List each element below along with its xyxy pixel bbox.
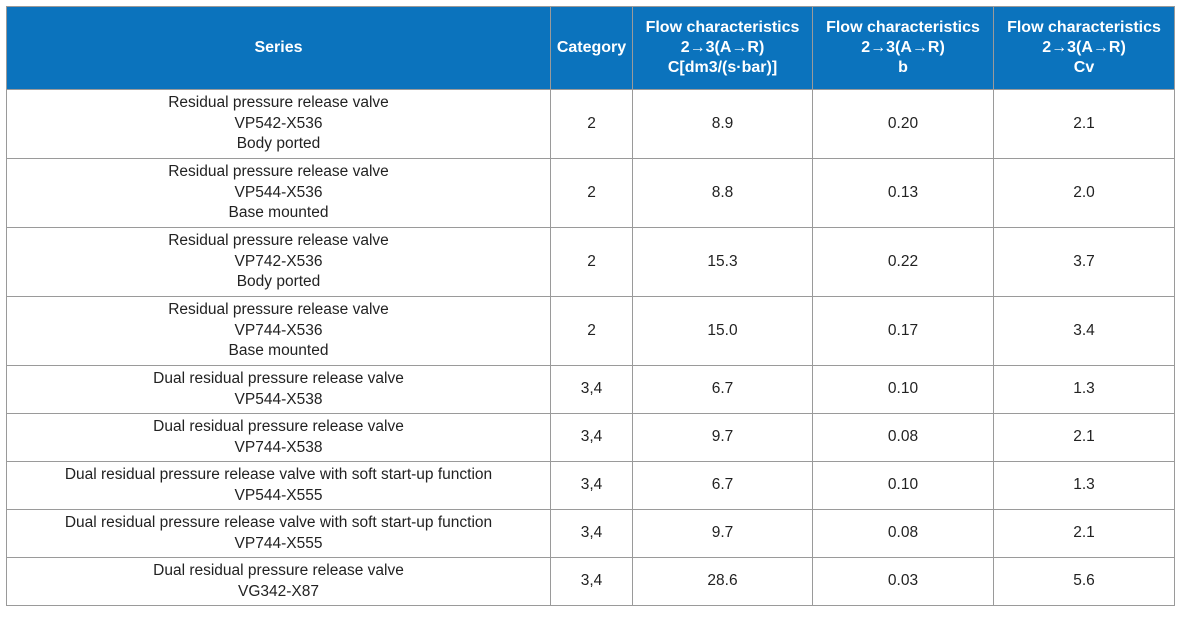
- table-row: Dual residual pressure release valve VG3…: [6, 557, 1175, 606]
- flow-b-cell: 0.20: [812, 89, 994, 159]
- category-cell: 2: [550, 89, 633, 159]
- series-cell: Dual residual pressure release valve VP5…: [6, 365, 551, 414]
- flow-c-cell: 6.7: [632, 365, 813, 414]
- flow-b-cell: 0.08: [812, 413, 994, 462]
- flow-c-cell: 9.7: [632, 413, 813, 462]
- header-flow-c: Flow characteristics 2→3(A→R) C[dm3/(s·b…: [632, 6, 813, 90]
- header-series: Series: [6, 6, 551, 90]
- flow-cv-cell: 2.1: [993, 509, 1175, 558]
- flow-cv-cell: 3.7: [993, 227, 1175, 297]
- table-row: Dual residual pressure release valve wit…: [6, 461, 1175, 510]
- header-category: Category: [550, 6, 633, 90]
- category-cell: 3,4: [550, 413, 633, 462]
- category-cell: 3,4: [550, 365, 633, 414]
- series-cell: Dual residual pressure release valve wit…: [6, 461, 551, 510]
- flow-b-cell: 0.08: [812, 509, 994, 558]
- flow-cv-cell: 2.1: [993, 413, 1175, 462]
- table-row: Residual pressure release valve VP542-X5…: [6, 89, 1175, 159]
- flow-c-cell: 6.7: [632, 461, 813, 510]
- flow-b-cell: 0.17: [812, 296, 994, 366]
- series-cell: Dual residual pressure release valve VP7…: [6, 413, 551, 462]
- category-cell: 3,4: [550, 557, 633, 606]
- series-cell: Dual residual pressure release valve VG3…: [6, 557, 551, 606]
- flow-cv-cell: 5.6: [993, 557, 1175, 606]
- flow-c-cell: 15.3: [632, 227, 813, 297]
- series-cell: Residual pressure release valve VP544-X5…: [6, 158, 551, 228]
- flow-characteristics-table: Series Category Flow characteristics 2→3…: [6, 6, 1175, 606]
- table-row: Residual pressure release valve VP742-X5…: [6, 227, 1175, 297]
- flow-b-cell: 0.10: [812, 461, 994, 510]
- category-cell: 3,4: [550, 461, 633, 510]
- flow-cv-cell: 2.1: [993, 89, 1175, 159]
- flow-b-cell: 0.03: [812, 557, 994, 606]
- category-cell: 3,4: [550, 509, 633, 558]
- flow-c-cell: 9.7: [632, 509, 813, 558]
- series-cell: Residual pressure release valve VP742-X5…: [6, 227, 551, 297]
- category-cell: 2: [550, 296, 633, 366]
- flow-c-cell: 28.6: [632, 557, 813, 606]
- flow-b-cell: 0.10: [812, 365, 994, 414]
- header-flow-cv: Flow characteristics 2→3(A→R) Cv: [993, 6, 1175, 90]
- flow-cv-cell: 2.0: [993, 158, 1175, 228]
- table-row: Residual pressure release valve VP544-X5…: [6, 158, 1175, 228]
- table-row: Residual pressure release valve VP744-X5…: [6, 296, 1175, 366]
- flow-b-cell: 0.13: [812, 158, 994, 228]
- flow-cv-cell: 1.3: [993, 461, 1175, 510]
- flow-c-cell: 15.0: [632, 296, 813, 366]
- series-cell: Residual pressure release valve VP542-X5…: [6, 89, 551, 159]
- category-cell: 2: [550, 227, 633, 297]
- flow-c-cell: 8.9: [632, 89, 813, 159]
- category-cell: 2: [550, 158, 633, 228]
- table-row: Dual residual pressure release valve VP5…: [6, 365, 1175, 414]
- flow-cv-cell: 1.3: [993, 365, 1175, 414]
- series-cell: Residual pressure release valve VP744-X5…: [6, 296, 551, 366]
- series-cell: Dual residual pressure release valve wit…: [6, 509, 551, 558]
- header-row: Series Category Flow characteristics 2→3…: [6, 6, 1175, 90]
- table-row: Dual residual pressure release valve VP7…: [6, 413, 1175, 462]
- table-row: Dual residual pressure release valve wit…: [6, 509, 1175, 558]
- flow-c-cell: 8.8: [632, 158, 813, 228]
- header-flow-b: Flow characteristics 2→3(A→R) b: [812, 6, 994, 90]
- flow-cv-cell: 3.4: [993, 296, 1175, 366]
- flow-b-cell: 0.22: [812, 227, 994, 297]
